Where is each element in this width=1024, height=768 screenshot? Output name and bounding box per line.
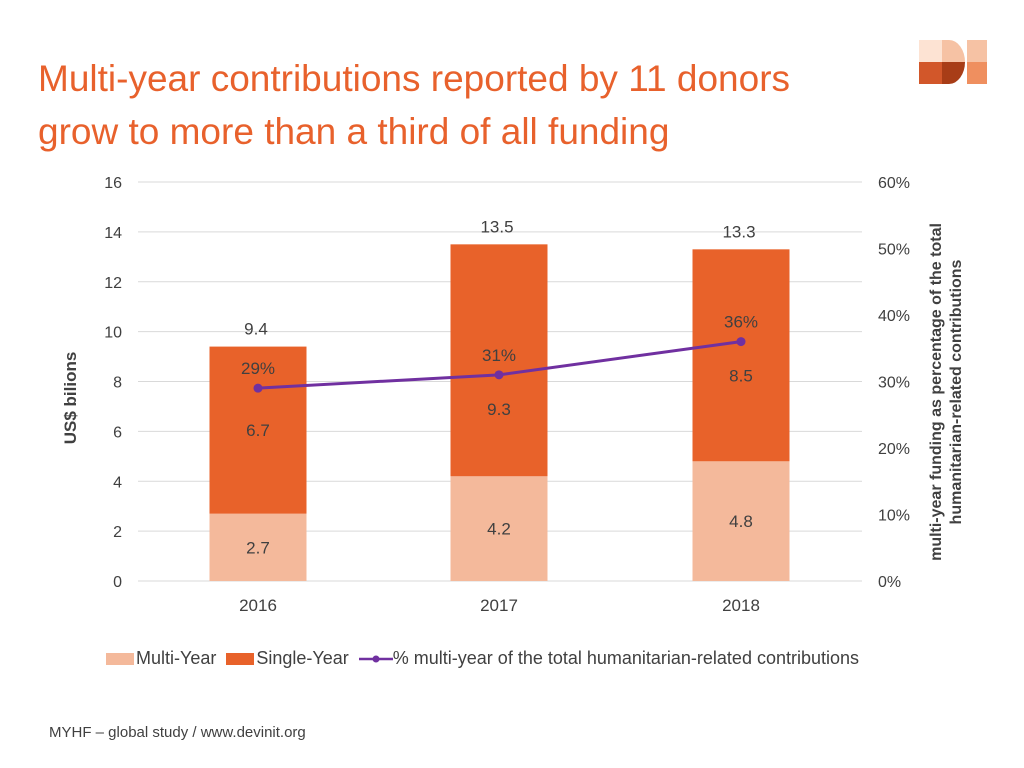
y-tick-label: 12 bbox=[104, 275, 122, 292]
bar-single-year bbox=[450, 244, 548, 477]
x-tick-label: 2018 bbox=[722, 596, 760, 615]
y-right-tick-label: 60% bbox=[878, 175, 910, 192]
y-tick-label: 8 bbox=[113, 375, 122, 392]
bar-multi-year bbox=[692, 461, 790, 581]
y-tick-label: 10 bbox=[104, 325, 122, 342]
footer: MYHF – global study / www.devinit.org bbox=[49, 724, 306, 741]
data-label-single-year: 9.3 bbox=[487, 400, 511, 419]
data-label-total: 13.5 bbox=[480, 217, 513, 236]
y-right-tick-label: 10% bbox=[878, 508, 910, 525]
y-tick-label: 4 bbox=[113, 474, 122, 491]
data-label-total: 13.3 bbox=[722, 222, 755, 241]
y-right-tick-label: 50% bbox=[878, 242, 910, 259]
x-tick-label: 2016 bbox=[239, 596, 277, 615]
bar-multi-year bbox=[450, 476, 548, 581]
y-axis-label: US$ bilions bbox=[61, 352, 80, 445]
legend-swatch-single-year bbox=[226, 652, 255, 665]
slide-title: Multi-year contributions reported by 11 … bbox=[38, 52, 790, 158]
line-data-label: 29% bbox=[241, 359, 275, 378]
y-tick-label: 14 bbox=[104, 225, 122, 242]
data-label-single-year: 6.7 bbox=[246, 421, 270, 440]
legend-swatch-multi-year bbox=[106, 652, 134, 665]
bar-single-year bbox=[209, 346, 307, 514]
line-point bbox=[494, 370, 504, 380]
legend-label: Multi-Year bbox=[136, 648, 217, 668]
data-label-multi-year: 4.8 bbox=[729, 512, 753, 531]
bar-multi-year bbox=[209, 513, 307, 581]
title-line-1: Multi-year contributions reported by 11 … bbox=[38, 58, 791, 99]
legend-line-marker bbox=[358, 655, 393, 662]
legend-label: % multi-year of the total humanitarian-r… bbox=[392, 648, 860, 668]
line-point bbox=[736, 337, 746, 347]
y-right-tick-label: 0% bbox=[878, 574, 901, 591]
x-tick-label: 2017 bbox=[480, 596, 518, 615]
data-label-multi-year: 4.2 bbox=[487, 520, 511, 539]
y-right-tick-label: 40% bbox=[878, 308, 910, 325]
legend-line: % multi-year of the total humanitarian-r… bbox=[358, 648, 860, 669]
data-label-total: 9.4 bbox=[244, 320, 268, 339]
data-label-multi-year: 2.7 bbox=[246, 538, 270, 557]
legend-multi-year: Multi-Year bbox=[106, 648, 216, 669]
legend: Multi-Year Single-Year % multi-year of t… bbox=[106, 648, 869, 669]
line-data-label: 36% bbox=[724, 313, 758, 332]
line-data-label: 31% bbox=[482, 346, 516, 365]
y-tick-label: 2 bbox=[113, 524, 122, 541]
y-right-axis-label-line2: humanitarian-related contributions bbox=[948, 259, 965, 524]
bar-single-year bbox=[692, 249, 790, 462]
y-tick-label: 0 bbox=[113, 574, 122, 591]
y-right-tick-label: 20% bbox=[878, 441, 910, 458]
legend-label: Single-Year bbox=[256, 648, 349, 668]
legend-single-year: Single-Year bbox=[226, 648, 349, 669]
y-right-axis-label-line1: multi-year funding as percentage of the … bbox=[928, 223, 945, 561]
y-right-tick-label: 30% bbox=[878, 375, 910, 392]
data-label-single-year: 8.5 bbox=[729, 367, 753, 386]
y-tick-label: 16 bbox=[104, 175, 122, 192]
line-point bbox=[253, 383, 263, 393]
y-tick-label: 6 bbox=[113, 424, 122, 441]
di-logo bbox=[919, 40, 987, 84]
title-line-2: grow to more than a third of all funding bbox=[38, 111, 670, 152]
